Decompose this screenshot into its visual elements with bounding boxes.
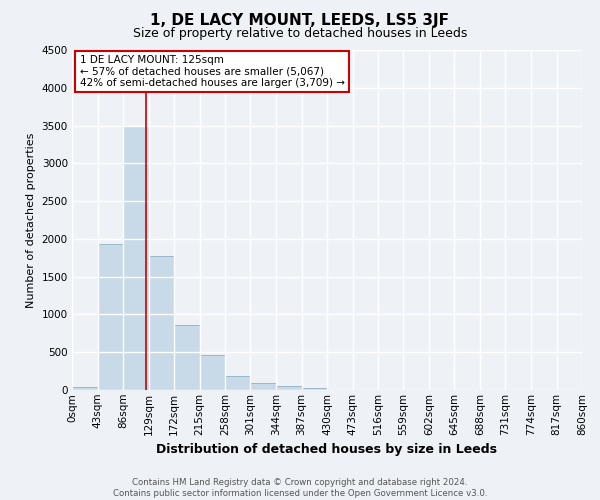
Text: Contains HM Land Registry data © Crown copyright and database right 2024.
Contai: Contains HM Land Registry data © Crown c… [113, 478, 487, 498]
Bar [97, 244, 123, 390]
Bar [251, 383, 276, 390]
Bar [174, 325, 199, 390]
Bar [199, 355, 225, 390]
Text: 1 DE LACY MOUNT: 125sqm
← 57% of detached houses are smaller (5,067)
42% of semi: 1 DE LACY MOUNT: 125sqm ← 57% of detache… [80, 55, 344, 88]
Bar [72, 387, 97, 390]
Bar [225, 376, 251, 390]
Text: 1, DE LACY MOUNT, LEEDS, LS5 3JF: 1, DE LACY MOUNT, LEEDS, LS5 3JF [151, 12, 449, 28]
X-axis label: Distribution of detached houses by size in Leeds: Distribution of detached houses by size … [157, 443, 497, 456]
Bar [276, 386, 302, 390]
Bar [302, 388, 327, 390]
Bar [123, 126, 149, 390]
Text: Size of property relative to detached houses in Leeds: Size of property relative to detached ho… [133, 28, 467, 40]
Y-axis label: Number of detached properties: Number of detached properties [26, 132, 36, 308]
Bar [149, 256, 174, 390]
